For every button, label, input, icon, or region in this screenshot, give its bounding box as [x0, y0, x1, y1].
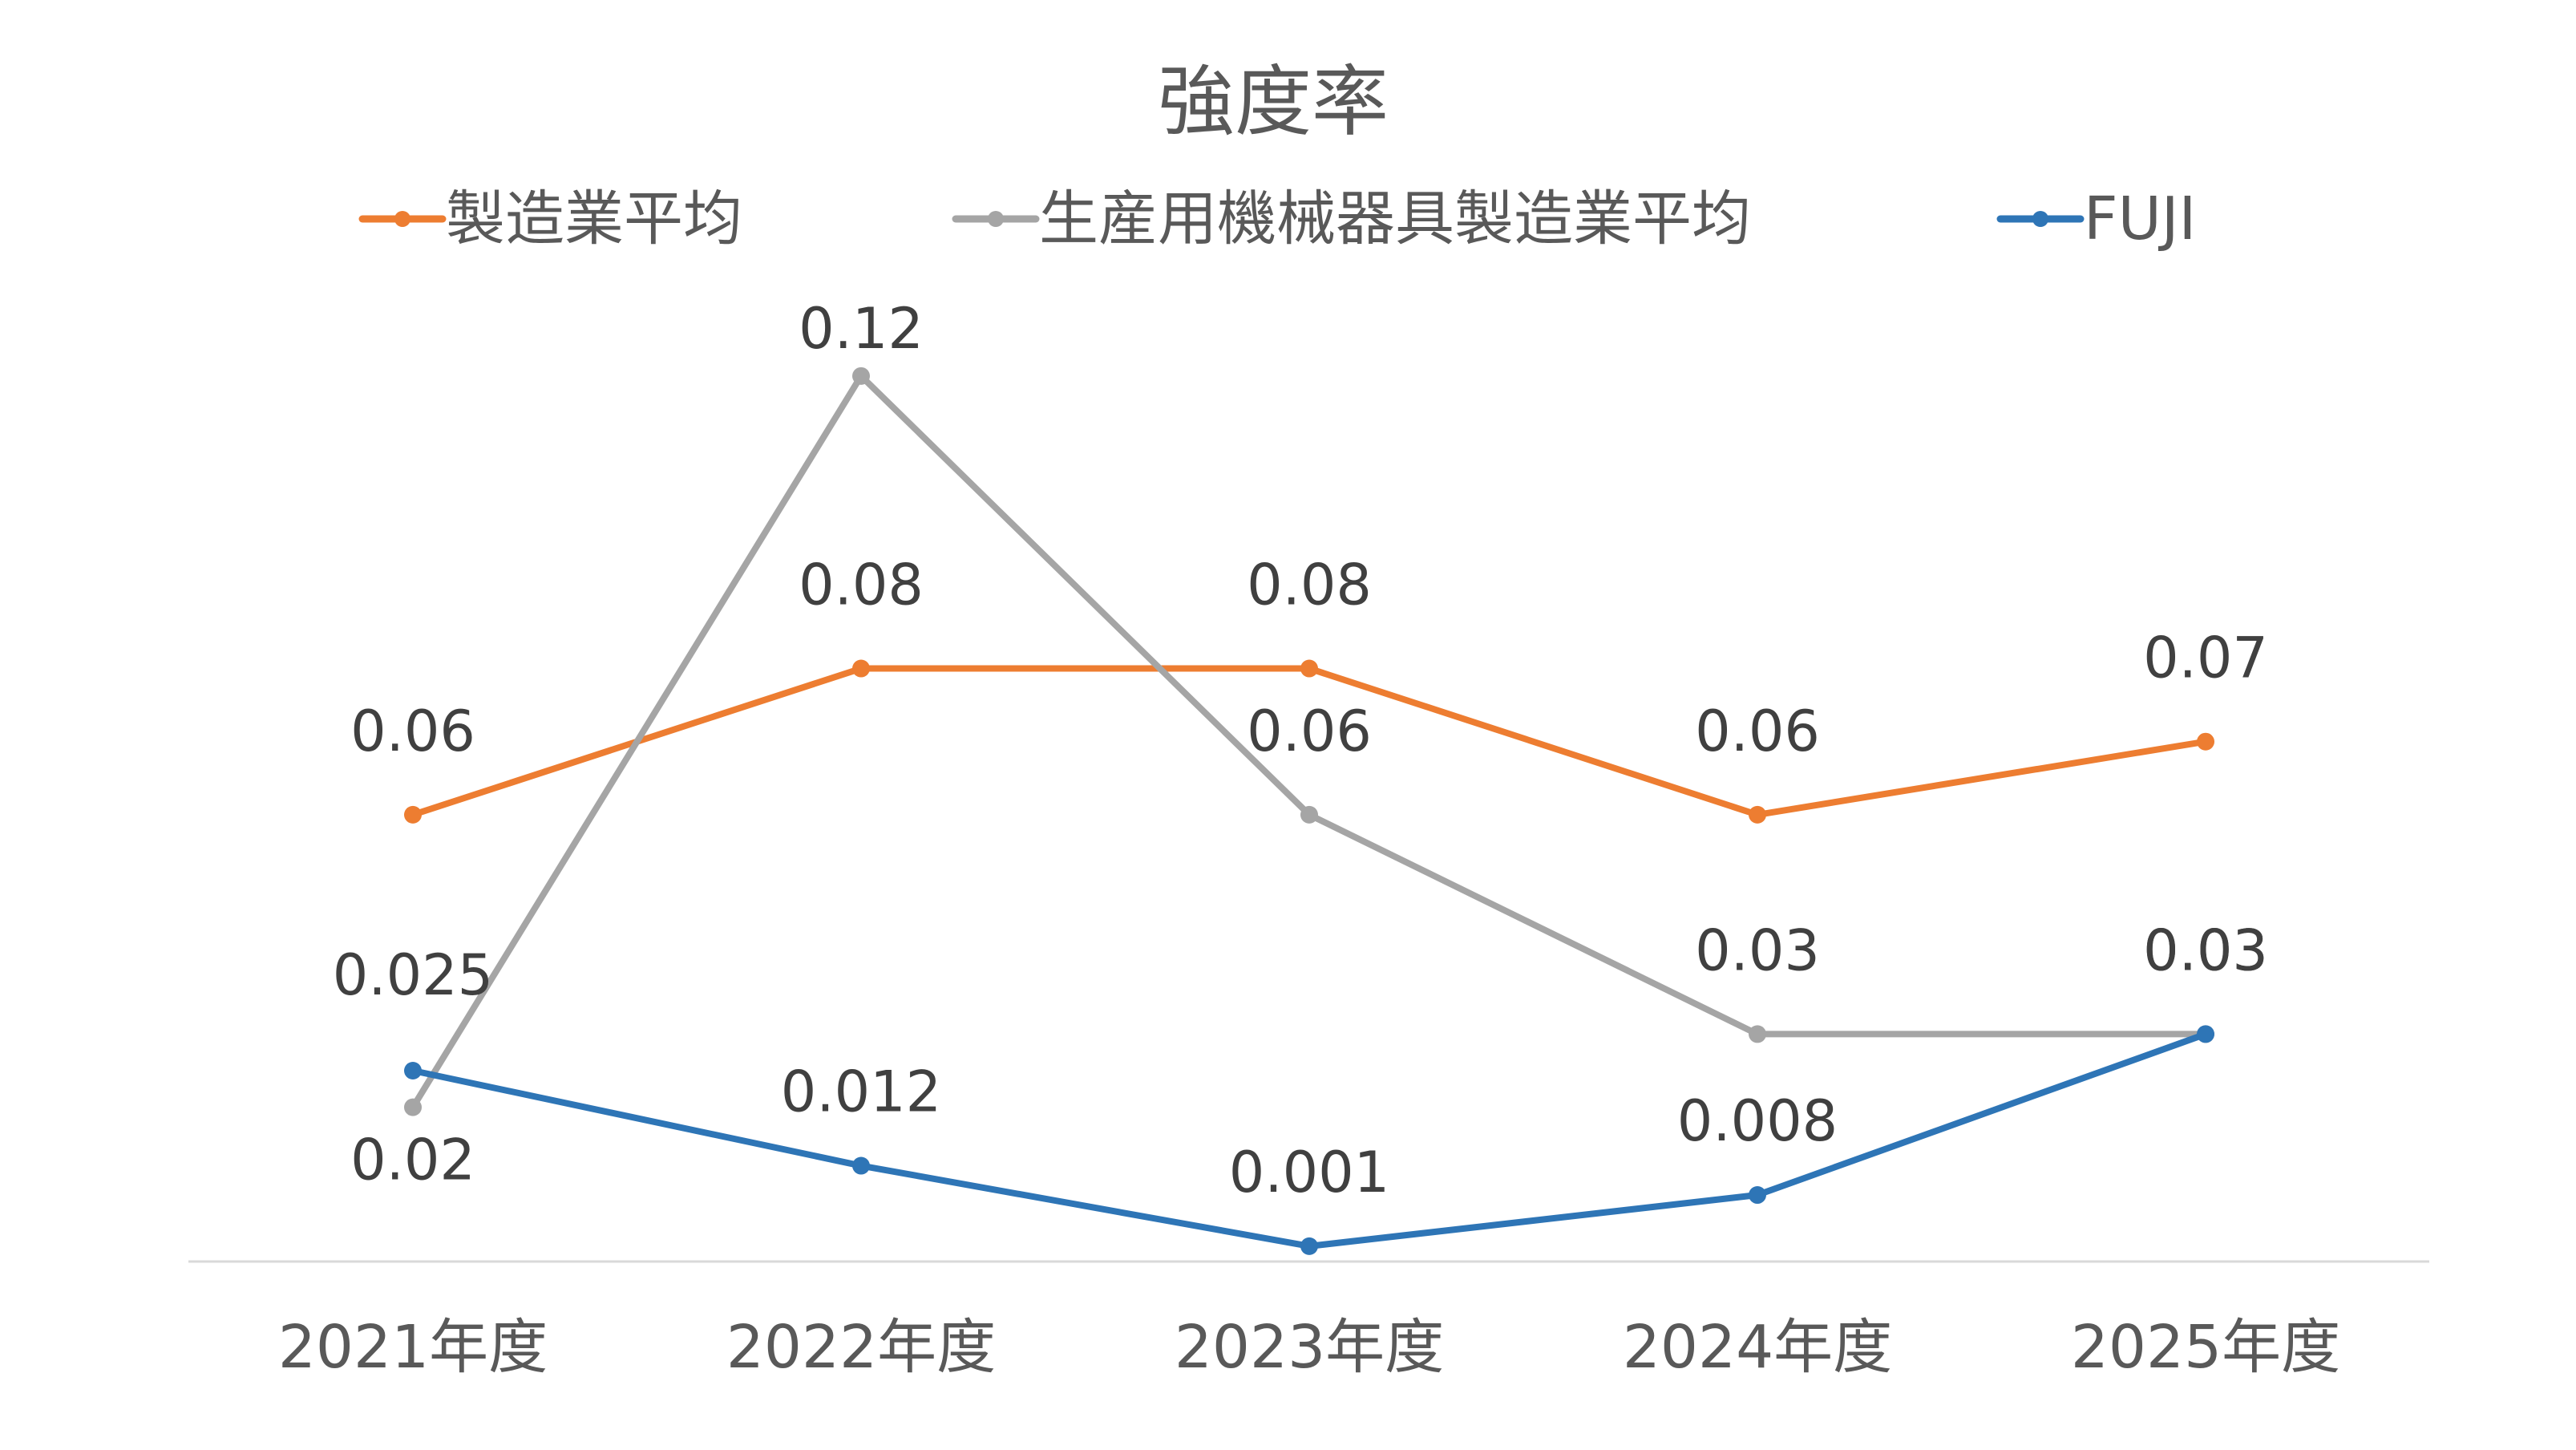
- series-manufacturing-average: 0.06 0.08 0.08 0.06 0.07: [350, 553, 2268, 824]
- data-label-production-machinery-average-5: 0.03: [2143, 917, 2268, 983]
- x-tick-label-4: 2024年度: [1623, 1313, 1892, 1382]
- x-tick-label-1: 2021年度: [278, 1313, 548, 1382]
- data-point-production-machinery-average-1: [404, 1098, 422, 1116]
- series-production-machinery-average: 0.02 0.12 0.06 0.03 0.03: [350, 296, 2268, 1193]
- data-point-fuji-4: [1749, 1186, 1766, 1205]
- x-tick-label-2: 2022年度: [726, 1313, 996, 1382]
- data-label-production-machinery-average-2: 0.12: [799, 296, 924, 362]
- legend-marker-fuji: [2032, 211, 2048, 227]
- data-label-fuji-1: 0.025: [333, 942, 493, 1008]
- data-point-production-machinery-average-4: [1749, 1025, 1766, 1043]
- data-point-manufacturing-average-1: [404, 805, 422, 824]
- x-tick-label-5: 2025年度: [2071, 1313, 2340, 1382]
- data-point-fuji-5: [2197, 1025, 2214, 1043]
- data-label-manufacturing-average-1: 0.06: [350, 699, 475, 764]
- x-tick-label-3: 2023年度: [1175, 1313, 1444, 1382]
- legend-marker-manufacturing-average: [394, 211, 410, 227]
- data-point-manufacturing-average-2: [852, 659, 870, 678]
- legend-label-manufacturing-average: 製造業平均: [446, 184, 742, 253]
- data-point-fuji-3: [1300, 1237, 1318, 1255]
- series-fuji: 0.025 0.012 0.001 0.008 0.03: [333, 917, 2268, 1255]
- legend-marker-production-machinery-average: [988, 211, 1004, 227]
- data-point-fuji-1: [404, 1062, 422, 1080]
- chart-title: 強度率: [1158, 57, 1389, 147]
- legend-item-production-machinery-average: 生産用機械器具製造業平均: [952, 184, 1751, 253]
- data-point-manufacturing-average-5: [2197, 732, 2214, 751]
- data-label-production-machinery-average-1: 0.02: [350, 1128, 475, 1193]
- data-label-manufacturing-average-5: 0.07: [2143, 626, 2268, 691]
- data-label-fuji-2: 0.012: [781, 1059, 941, 1125]
- data-point-manufacturing-average-4: [1749, 805, 1766, 824]
- x-axis-tick-labels: 2021年度 2022年度 2023年度 2024年度 2025年度: [278, 1313, 2340, 1382]
- series-layer: 0.06 0.08 0.08 0.06 0.07 0.02 0.12 0.06 0.03 0.03…: [333, 296, 2268, 1255]
- data-label-manufacturing-average-4: 0.06: [1695, 699, 1820, 764]
- data-point-fuji-2: [852, 1156, 870, 1175]
- legend-label-fuji: FUJI: [2084, 184, 2196, 253]
- data-label-production-machinery-average-4: 0.03: [1695, 917, 1820, 983]
- data-label-manufacturing-average-2: 0.08: [799, 553, 924, 618]
- data-point-production-machinery-average-2: [852, 367, 870, 385]
- legend-label-production-machinery-average: 生産用機械器具製造業平均: [1039, 184, 1751, 253]
- data-point-manufacturing-average-3: [1300, 659, 1318, 678]
- data-label-fuji-3: 0.001: [1229, 1140, 1389, 1205]
- legend-item-manufacturing-average: 製造業平均: [358, 184, 742, 253]
- legend-item-fuji: FUJI: [1996, 184, 2196, 253]
- data-label-fuji-4: 0.008: [1677, 1088, 1838, 1154]
- legend: 製造業平均 生産用機械器具製造業平均 FUJI: [358, 184, 2196, 253]
- data-label-production-machinery-average-3: 0.06: [1247, 699, 1372, 764]
- data-label-manufacturing-average-3: 0.08: [1247, 553, 1372, 618]
- data-point-production-machinery-average-3: [1300, 805, 1318, 824]
- data-label-fuji-5: 0.03: [2143, 917, 2268, 983]
